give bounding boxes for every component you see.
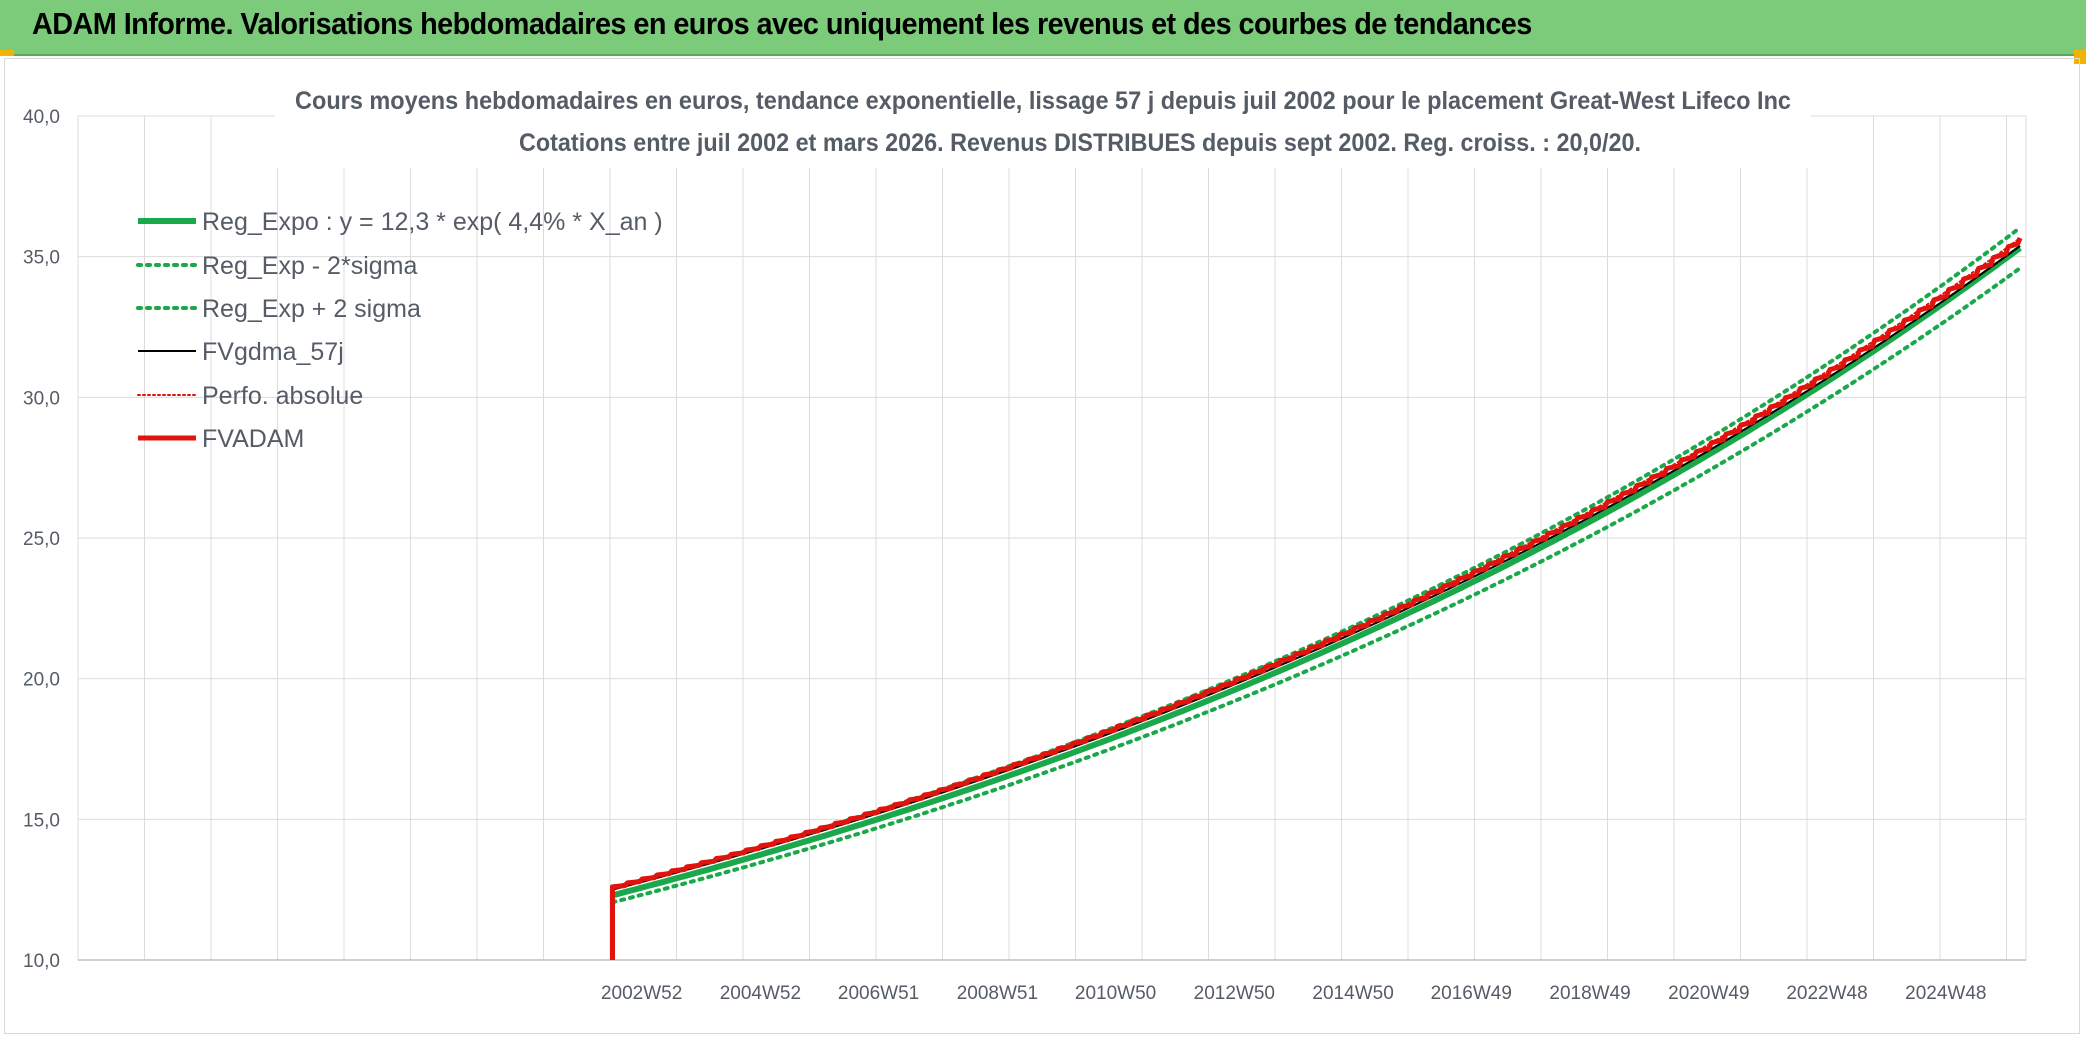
chart-title-line-1: Cours moyens hebdomadaires en euros, ten…	[295, 87, 1791, 115]
axis-labels: 10,0 15,0 20,0 25,0 30,0 35,0 40,0 2002W52 2004W…	[23, 107, 1986, 1004]
x-tick-label: 2010W50	[1075, 983, 1156, 1004]
series-line-2	[610, 225, 2023, 891]
legend-label: Perfo. absolue	[202, 382, 363, 410]
x-tick-label: 2004W52	[720, 983, 801, 1004]
series-line-4	[611, 237, 2022, 888]
series-line-5	[610, 237, 2023, 960]
x-tick-label: 2008W51	[957, 983, 1038, 1004]
x-tick-label: 2006W51	[838, 983, 919, 1004]
x-tick-label: 2014W50	[1312, 983, 1393, 1004]
corner-marker-top-left	[0, 50, 14, 56]
x-tick-label: 2016W49	[1431, 983, 1512, 1004]
y-tick-label: 10,0	[23, 951, 60, 972]
y-tick-label: 20,0	[23, 670, 60, 691]
chart-frame	[4, 58, 2080, 1034]
y-tick-label: 15,0	[23, 810, 60, 831]
x-tick-label: 2020W49	[1668, 983, 1749, 1004]
series-layer	[610, 225, 2023, 960]
legend-label: Reg_Exp + 2 sigma	[202, 295, 421, 323]
header-bar: ADAM Informe. Valorisations hebdomadaire…	[0, 0, 2086, 56]
x-tick-label: 2022W48	[1786, 983, 1867, 1004]
series-line-1	[610, 266, 2023, 905]
legend-label: Reg_Exp - 2*sigma	[202, 252, 417, 280]
grid	[77, 115, 2027, 961]
y-tick-label: 35,0	[23, 248, 60, 269]
legend-label: FVgdma_57j	[202, 338, 344, 366]
x-tick-label: 2024W48	[1905, 983, 1986, 1004]
corner-marker-top-right	[2074, 50, 2086, 64]
x-tick-label: 2018W49	[1549, 983, 1630, 1004]
title-background	[275, 88, 1810, 168]
chart-title-line-2: Cotations entre juil 2002 et mars 2026. …	[519, 129, 1641, 157]
page-title: ADAM Informe. Valorisations hebdomadaire…	[32, 6, 1532, 41]
legend: Reg_Expo : y = 12,3 * exp( 4,4% * X_an )…	[136, 208, 663, 453]
y-tick-label: 40,0	[23, 107, 60, 128]
legend-label: FVADAM	[202, 425, 304, 453]
series-line-0	[611, 245, 2022, 899]
y-tick-label: 25,0	[23, 529, 60, 550]
legend-label: Reg_Expo : y = 12,3 * exp( 4,4% * X_an )	[202, 208, 663, 236]
y-tick-label: 30,0	[23, 388, 60, 409]
x-tick-label: 2002W52	[601, 983, 682, 1004]
series-line-3	[612, 245, 2021, 891]
x-tick-label: 2012W50	[1194, 983, 1275, 1004]
